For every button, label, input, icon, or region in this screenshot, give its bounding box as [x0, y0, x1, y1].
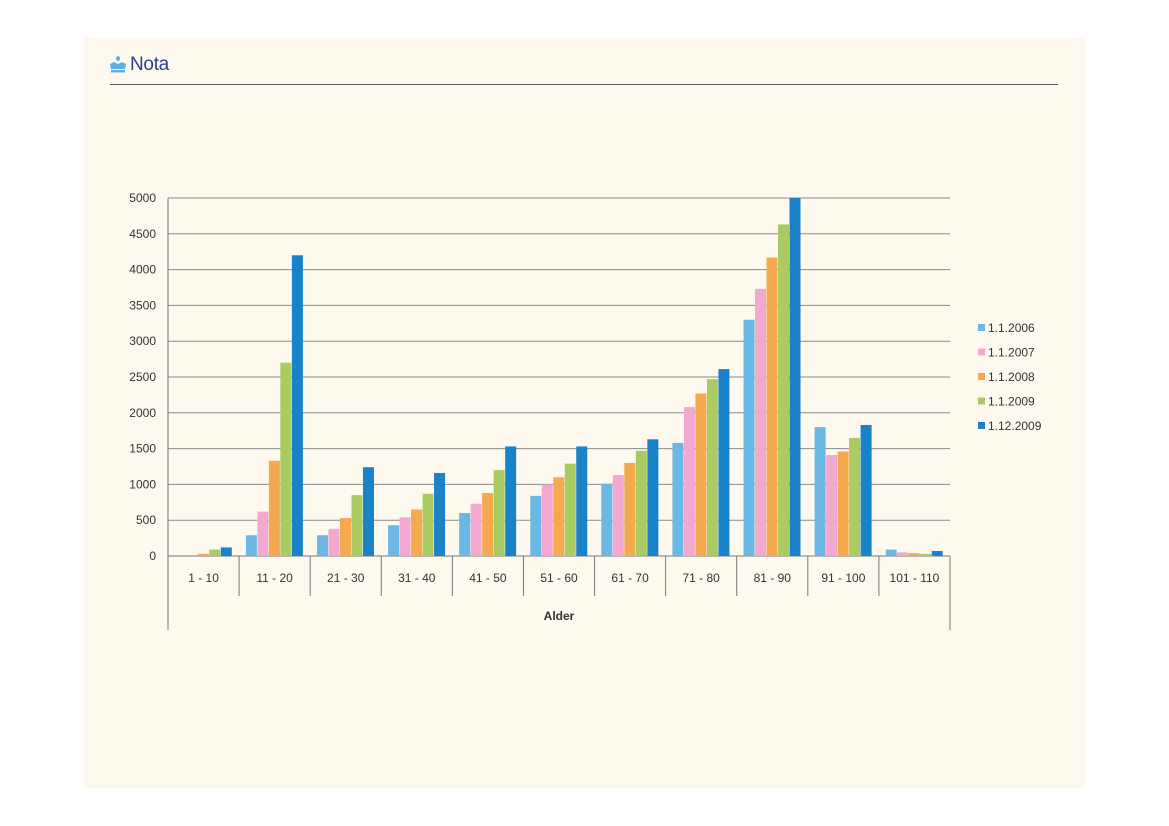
bar — [482, 492, 494, 556]
bar — [635, 450, 647, 556]
x-tick-label: 41 - 50 — [469, 571, 507, 585]
bar — [885, 549, 897, 556]
bar — [220, 547, 232, 556]
y-tick-label: 1000 — [129, 477, 156, 491]
bar — [268, 460, 280, 556]
legend-label: 1.1.2007 — [988, 346, 1035, 360]
x-tick-label: 21 - 30 — [327, 571, 365, 585]
y-tick-label: 4500 — [129, 227, 156, 241]
y-tick-label: 2500 — [129, 370, 156, 384]
bar — [755, 288, 767, 556]
y-tick-label: 1500 — [129, 442, 156, 456]
x-axis-title: Alder — [544, 609, 575, 623]
bar — [362, 467, 374, 556]
bar — [434, 472, 446, 556]
bar — [209, 549, 221, 556]
bar — [564, 463, 576, 556]
bar — [422, 493, 434, 556]
bar — [328, 528, 340, 556]
bar — [766, 257, 778, 556]
bar — [245, 535, 257, 556]
bar — [530, 495, 542, 556]
header-divider — [110, 84, 1058, 85]
x-tick-label: 91 - 100 — [821, 571, 865, 585]
bar — [706, 379, 718, 556]
bar — [897, 552, 909, 556]
legend-label: 1.1.2008 — [988, 370, 1035, 384]
bar — [826, 455, 838, 556]
x-tick-label: 71 - 80 — [683, 571, 721, 585]
bar — [388, 525, 400, 556]
bar — [837, 451, 849, 556]
bar — [647, 439, 659, 556]
bar — [612, 475, 624, 556]
bar — [908, 553, 920, 556]
bar — [257, 511, 269, 556]
bar — [339, 518, 351, 556]
legend-swatch — [978, 397, 985, 405]
bar — [411, 509, 423, 556]
bar — [789, 198, 801, 556]
bar — [672, 442, 684, 556]
bar — [291, 255, 303, 556]
bar — [624, 462, 636, 556]
bar — [743, 319, 755, 556]
x-tick-label: 81 - 90 — [754, 571, 792, 585]
y-tick-label: 3000 — [129, 334, 156, 348]
x-tick-label: 51 - 60 — [540, 571, 578, 585]
bar — [493, 470, 505, 556]
legend-swatch — [978, 348, 985, 356]
bar — [459, 513, 471, 556]
legend-label: 1.1.2009 — [988, 395, 1035, 409]
bar — [351, 495, 363, 556]
legend-label: 1.1.2006 — [988, 321, 1035, 335]
legend-swatch — [978, 373, 985, 380]
brand-name: Nota — [130, 54, 169, 75]
y-tick-label: 500 — [136, 513, 156, 527]
brand: Nota — [108, 54, 169, 76]
bar — [399, 517, 411, 556]
x-tick-label: 101 - 110 — [890, 571, 940, 585]
bar — [553, 477, 565, 556]
bar — [505, 446, 517, 556]
legend-swatch — [978, 422, 985, 429]
bar — [316, 535, 328, 556]
bar — [718, 369, 730, 556]
bar — [849, 437, 861, 556]
bars — [197, 198, 943, 556]
bar — [931, 550, 943, 556]
x-tick-label: 31 - 40 — [398, 571, 436, 585]
x-tick-label: 1 - 10 — [188, 571, 219, 585]
crown-logo-icon — [110, 56, 126, 73]
legend: 1.1.2006 1.1.2007 1.1.2008 1.1.2009 1.12.200… — [978, 321, 1042, 433]
bar — [470, 503, 482, 556]
bar — [280, 362, 292, 556]
bar — [197, 553, 209, 556]
bar — [920, 553, 932, 556]
x-tick-label: 61 - 70 — [611, 571, 649, 585]
y-tick-label: 4000 — [129, 263, 156, 277]
y-tick-label: 0 — [149, 549, 156, 563]
y-tick-label: 3500 — [129, 298, 156, 312]
x-tick-label: 11 - 20 — [256, 571, 293, 585]
x-axis: 1 - 10 11 - 20 21 - 30 31 - 40 41 - 50 51 - 6… — [167, 198, 951, 630]
legend-swatch — [978, 324, 985, 331]
bar — [814, 427, 826, 556]
bar — [601, 483, 613, 556]
bar — [541, 484, 553, 556]
y-tick-label: 2000 — [129, 406, 156, 420]
bar — [695, 393, 707, 556]
y-axis-ticks: 0 500 1000 1500 2000 2500 3000 3500 4000 4500 5000 — [129, 191, 156, 563]
y-tick-label: 5000 — [129, 191, 156, 205]
bar — [683, 407, 695, 556]
bar — [576, 446, 588, 556]
bar — [860, 424, 872, 556]
bar — [778, 224, 790, 556]
legend-label: 1.12.2009 — [988, 419, 1042, 433]
